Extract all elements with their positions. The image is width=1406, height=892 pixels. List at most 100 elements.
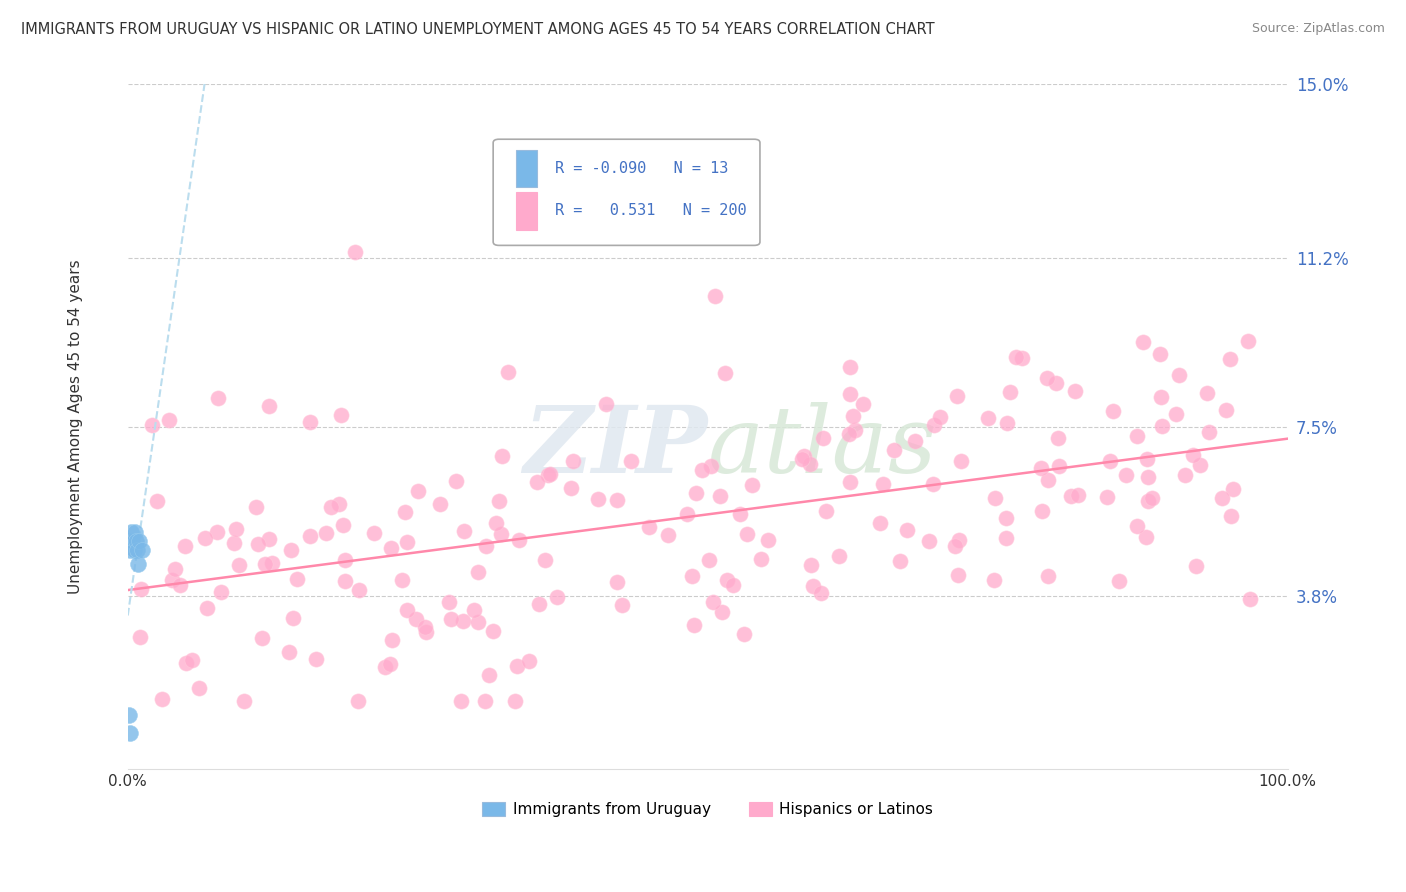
Point [889,554,911,568]
Point [560,481,582,495]
Point [141,417,163,432]
Point [716,573,738,587]
Point [733,626,755,640]
Point [1036,569,1059,583]
Point [606,492,628,507]
Point [610,599,633,613]
Text: Source: ZipAtlas.com: Source: ZipAtlas.com [1251,22,1385,36]
Point [396,603,419,617]
Point [756,533,779,547]
Point [408,483,430,498]
Point [562,453,585,467]
Point [1004,350,1026,364]
Point [977,411,1000,425]
Point [396,534,419,549]
Point [1115,467,1137,482]
Point [1149,347,1171,361]
Point [1137,494,1160,508]
Point [1095,490,1118,504]
Point [381,633,404,648]
Point [463,602,485,616]
Point [638,520,661,534]
Point [450,694,472,708]
Point [1198,425,1220,440]
Point [378,657,401,671]
Text: IMMIGRANTS FROM URUGUAY VS HISPANIC OR LATINO UNEMPLOYMENT AMONG AGES 45 TO 54 Y: IMMIGRANTS FROM URUGUAY VS HISPANIC OR L… [21,22,935,37]
Point [209,585,232,599]
Point [883,442,905,457]
Point [1126,519,1149,533]
Legend: Immigrants from Uruguay, Hispanics or Latinos: Immigrants from Uruguay, Hispanics or La… [477,796,939,823]
Point [127,557,149,571]
Point [125,534,148,549]
Point [1222,482,1244,496]
Point [1035,371,1057,385]
Point [994,511,1017,525]
Point [280,542,302,557]
Point [180,653,202,667]
Point [467,615,489,629]
Point [869,516,891,530]
Point [710,606,733,620]
Point [328,497,350,511]
Point [790,451,813,466]
Point [814,503,837,517]
Point [534,553,557,567]
Point [157,413,180,427]
Point [333,553,356,567]
Point [121,534,143,549]
Point [491,449,513,463]
Point [505,694,527,708]
Point [444,475,467,489]
Point [485,516,508,530]
Point [1011,351,1033,365]
Point [1031,503,1053,517]
FancyBboxPatch shape [516,150,537,187]
Point [131,582,153,596]
Point [278,645,301,659]
Point [946,389,969,403]
Point [1150,390,1173,404]
Point [924,417,946,432]
Point [344,245,367,260]
Point [162,573,184,587]
Point [146,494,169,508]
Point [704,289,727,303]
Point [1188,458,1211,472]
Point [257,533,280,547]
Point [228,558,250,572]
Point [225,523,247,537]
Point [299,415,322,429]
Point [872,476,894,491]
Point [506,658,529,673]
Point [1137,470,1160,484]
Point [128,534,150,549]
FancyBboxPatch shape [494,139,761,245]
Point [120,543,142,558]
Point [709,489,731,503]
Point [1060,489,1083,503]
Point [690,462,713,476]
Point [474,694,496,708]
Point [247,537,270,551]
Point [374,659,396,673]
Point [811,431,834,445]
Point [330,408,353,422]
Point [333,574,356,589]
Point [620,453,643,467]
Point [526,475,548,489]
Point [124,524,146,539]
Point [1185,559,1208,574]
Point [838,427,860,442]
Point [929,410,952,425]
Point [546,590,568,604]
Point [842,409,865,423]
Point [391,574,413,588]
Text: Unemployment Among Ages 45 to 54 years: Unemployment Among Ages 45 to 54 years [67,260,83,594]
Point [844,423,866,437]
Point [347,694,370,708]
Point [852,397,875,411]
Text: atlas: atlas [707,402,938,492]
Point [1166,407,1188,421]
Point [222,536,245,550]
